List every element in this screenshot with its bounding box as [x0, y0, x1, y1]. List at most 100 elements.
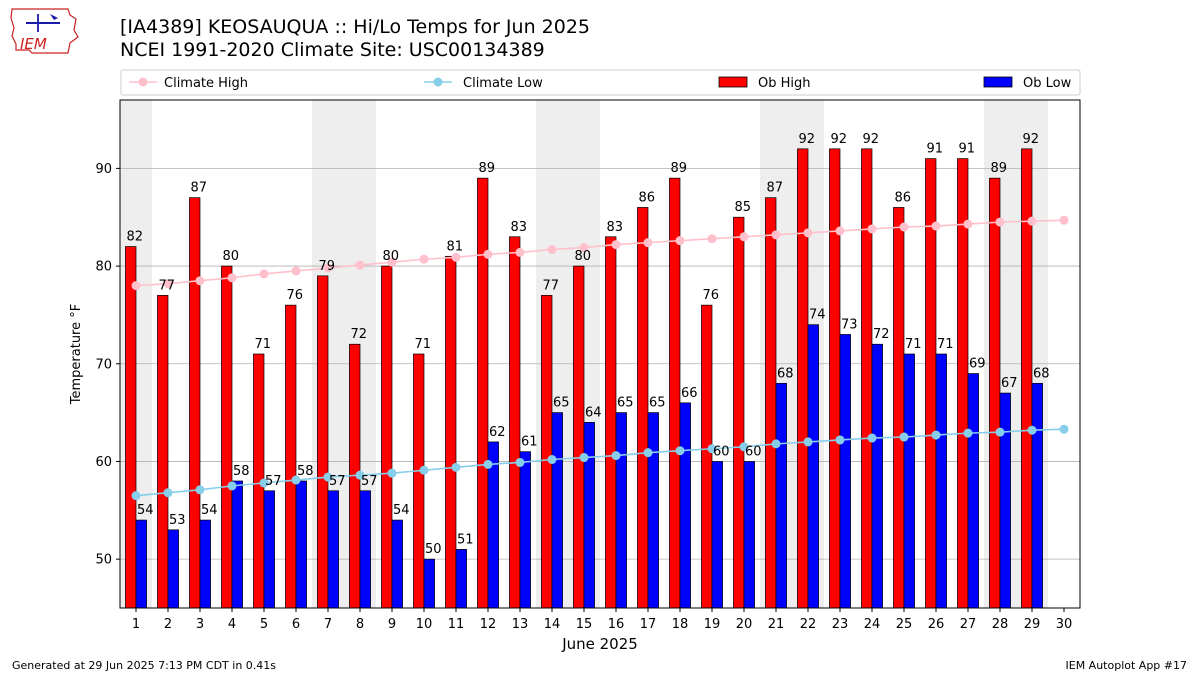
ob-low-bar — [423, 558, 435, 609]
ob-low-bar — [551, 412, 563, 609]
ob-low-bar — [775, 382, 787, 609]
ob-high-value-label: 87 — [766, 181, 783, 196]
ob-high-bar — [733, 216, 745, 609]
ob-low-value-label: 67 — [1001, 376, 1018, 391]
ob-low-bar — [455, 549, 467, 609]
climate-low-point — [835, 435, 845, 445]
x-tick-label: 14 — [544, 617, 561, 632]
ob-high-value-label: 71 — [254, 337, 271, 352]
ob-low-value-label: 71 — [905, 337, 922, 352]
ob-low-bar — [295, 480, 307, 609]
ob-low-value-label: 65 — [617, 396, 634, 411]
y-tick-label: 70 — [95, 357, 112, 372]
climate-low-point — [963, 428, 973, 438]
climate-high-point — [355, 260, 365, 270]
ob-high-value-label: 92 — [1022, 132, 1039, 147]
ob-low-value-label: 57 — [361, 474, 378, 489]
ob-low-bar — [391, 519, 403, 609]
ob-low-bar — [199, 519, 211, 609]
ob-high-bar — [477, 177, 489, 609]
ob-low-bar — [999, 392, 1011, 609]
ob-high-bar — [317, 275, 329, 609]
ob-low-value-label: 71 — [937, 337, 954, 352]
climate-high-point — [291, 266, 301, 276]
ob-high-value-label: 83 — [606, 220, 623, 235]
ob-high-bar — [509, 236, 521, 609]
x-tick-label: 21 — [768, 617, 785, 632]
ob-high-value-label: 87 — [190, 181, 207, 196]
climate-low-point — [291, 475, 301, 485]
plot-frame — [119, 99, 1081, 609]
ob-low-value-label: 68 — [1033, 366, 1050, 381]
climate-high-point — [131, 281, 141, 291]
legend-ob-high-label: Ob High — [758, 76, 811, 91]
climate-low-point — [995, 427, 1005, 437]
ob-low-value-label: 69 — [969, 357, 986, 372]
climate-high-point — [483, 249, 493, 259]
ob-high-value-label: 72 — [350, 327, 367, 342]
x-tick-label: 5 — [260, 617, 268, 632]
climate-high-point — [995, 217, 1005, 227]
ob-low-value-label: 57 — [265, 474, 282, 489]
ob-low-bar — [1031, 382, 1043, 609]
x-tick-label: 3 — [196, 617, 204, 632]
iem-logo-text: IEM — [20, 35, 47, 53]
ob-low-bar — [263, 490, 275, 609]
ob-low-bar — [615, 412, 627, 609]
climate-high-point — [163, 279, 173, 289]
ob-high-bar — [989, 177, 1001, 609]
climate-lines — [131, 215, 1069, 501]
ob-high-bar — [797, 148, 809, 609]
ob-high-value-label: 92 — [862, 132, 879, 147]
climate-high-point — [323, 263, 333, 273]
climate-low-point — [707, 444, 717, 454]
climate-low-point — [579, 453, 589, 463]
legend: Climate High Climate Low Ob High Ob Low — [120, 69, 1081, 96]
x-axis-label: June 2025 — [561, 635, 638, 653]
ob-low-value-label: 64 — [585, 405, 602, 420]
climate-low-point — [355, 470, 365, 480]
ob-high-value-label: 86 — [638, 190, 655, 205]
climate-high-point — [771, 230, 781, 240]
ob-high-value-label: 89 — [990, 161, 1007, 176]
ob-low-value-label: 68 — [777, 366, 794, 381]
ob-high-bar — [285, 304, 297, 609]
ob-high-bar — [701, 304, 713, 609]
climate-high-point — [867, 224, 877, 234]
ob-low-bar — [967, 373, 979, 609]
climate-high-point — [579, 243, 589, 253]
ob-low-bar — [167, 529, 179, 609]
ob-low-value-label: 51 — [457, 532, 474, 547]
ob-high-bar — [605, 236, 617, 609]
climate-low-point — [1059, 424, 1069, 434]
climate-high-point — [195, 276, 205, 286]
x-tick-label: 2 — [164, 617, 172, 632]
y-tick-label: 90 — [95, 162, 112, 177]
ob-low-value-label: 65 — [649, 396, 666, 411]
climate-low-point — [131, 491, 141, 501]
climate-high-point — [451, 252, 461, 262]
climate-low-point — [419, 465, 429, 475]
x-tick-label: 17 — [640, 617, 657, 632]
climate-low-point — [899, 432, 909, 442]
ob-high-bar — [381, 265, 393, 609]
ob-low-value-label: 65 — [553, 396, 570, 411]
legend-climate-low-label: Climate Low — [463, 76, 543, 91]
x-tick-label: 7 — [324, 617, 332, 632]
climate-high-point — [515, 247, 525, 257]
climate-high-point — [643, 238, 653, 248]
ob-low-value-label: 72 — [873, 327, 890, 342]
legend-ob-low-label: Ob Low — [1023, 76, 1072, 91]
ob-low-bar — [807, 324, 819, 609]
x-tick-label: 8 — [356, 617, 364, 632]
x-tick-label: 12 — [480, 617, 497, 632]
iem-logo: IEM — [10, 8, 79, 54]
climate-high-point — [803, 228, 813, 238]
legend-climate-high-marker — [138, 77, 148, 87]
climate-low-point — [771, 439, 781, 449]
chart-subtitle: NCEI 1991-2020 Climate Site: USC00134389 — [120, 39, 545, 61]
ob-low-value-label: 66 — [681, 386, 698, 401]
climate-high-point — [963, 219, 973, 229]
ob-high-bar — [445, 255, 457, 609]
